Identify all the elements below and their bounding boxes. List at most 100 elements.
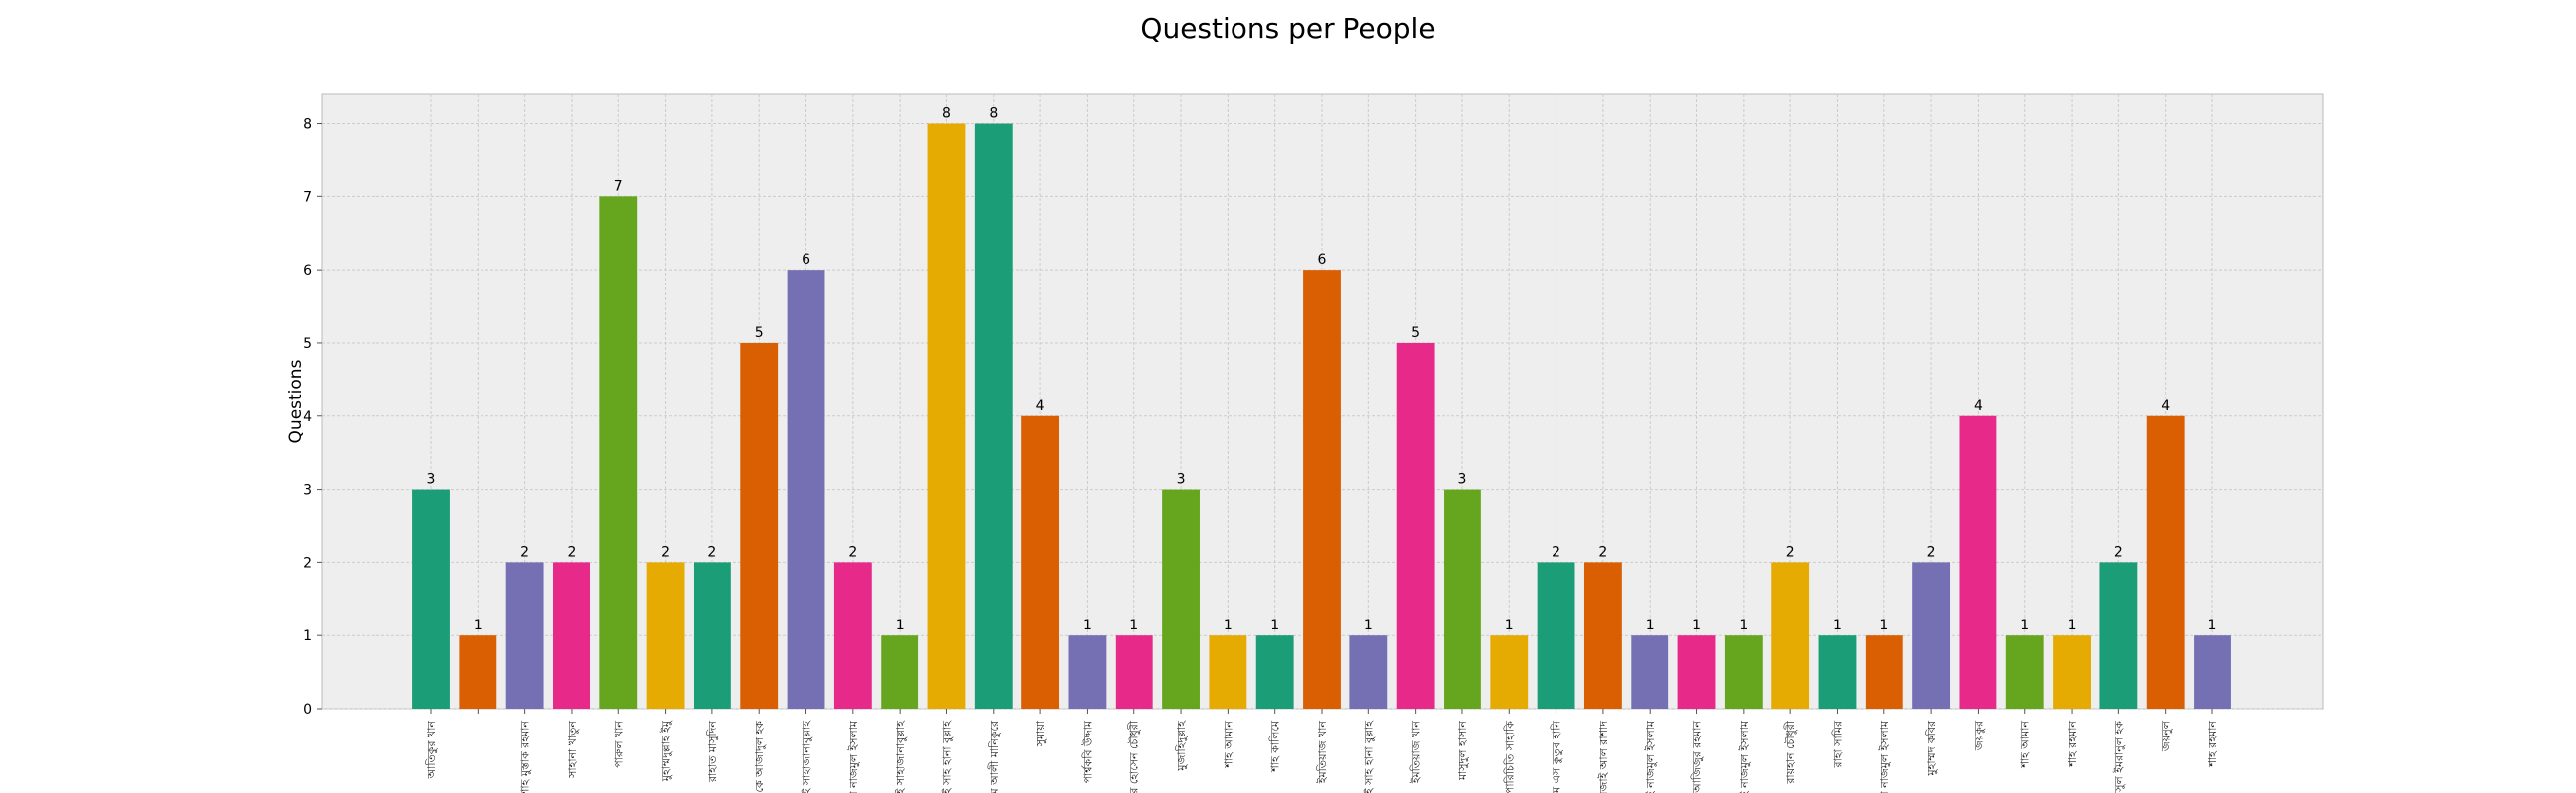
x-tick-label: পারুল খান: [612, 721, 625, 768]
bar: [1115, 635, 1153, 709]
x-tick-label: জয়নুল: [2160, 720, 2173, 752]
bar-value-label: 2: [1927, 544, 1936, 560]
x-tick-label: রাহা সামির: [1831, 720, 1844, 768]
x-tick-label: এম এস কুতুব হানি: [1551, 721, 1563, 793]
bar: [553, 562, 590, 709]
bar: [459, 635, 497, 709]
x-tick-label: মুহাম্মদুল্লাহ ইমু: [660, 720, 673, 782]
bar-value-label: 1: [1364, 618, 1373, 633]
bar-value-label: 7: [614, 178, 623, 194]
bar: [1583, 562, 1622, 709]
bar: [787, 270, 825, 709]
bar-value-label: 1: [1879, 618, 1888, 633]
bar: [2194, 635, 2231, 709]
bar: [881, 635, 919, 709]
bar: [646, 562, 685, 709]
bar-value-label: 2: [520, 544, 529, 560]
bar-value-label: 4: [1974, 398, 1983, 414]
x-tick-label: এ কে আজাদুল হক: [753, 721, 766, 793]
bar: [1677, 635, 1716, 709]
bar-value-label: 1: [1129, 618, 1138, 633]
x-tick-label: পারিচিতি সাহাকি: [1503, 721, 1516, 793]
x-tick-label: পার্শ্বকবি উদ্দাম: [1081, 720, 1094, 783]
x-tick-label: রায়হান চৌধুরী: [1784, 720, 1797, 785]
bar-value-label: 2: [1786, 544, 1795, 560]
bar-value-label: 1: [1739, 618, 1748, 633]
bar-value-label: 6: [802, 252, 810, 268]
bar-value-label: 1: [1505, 618, 1514, 633]
bar: [833, 562, 872, 709]
bar-value-label: 2: [2114, 544, 2123, 560]
x-tick-label: সাকী নাজমুল ইসলাম: [847, 720, 860, 793]
bar-value-label: 1: [2208, 618, 2217, 633]
bar-value-label: 8: [942, 106, 951, 122]
bar-value-label: 1: [1270, 618, 1279, 633]
bar-value-label: 2: [848, 544, 857, 560]
bar: [412, 489, 450, 709]
bar-value-label: 5: [1411, 325, 1420, 341]
x-tick-label: শাহ রহমান: [2206, 721, 2219, 768]
bar: [1209, 635, 1247, 709]
x-tick-label: শাহ আমান: [1222, 721, 1234, 769]
bar: [1396, 342, 1435, 709]
x-tick-label: আনিসুল ইমরানুল হক: [2112, 721, 2125, 793]
bar: [740, 342, 779, 709]
bar-value-label: 6: [1318, 252, 1327, 268]
x-tick-label: সুমায়া: [1034, 720, 1047, 747]
x-tick-label: সাহানা খাতুন: [566, 721, 579, 779]
bar: [1303, 270, 1341, 709]
bars: [412, 123, 2231, 710]
bar: [2005, 635, 2044, 709]
y-tick-label: 6: [303, 263, 312, 279]
y-tick-label: 4: [303, 409, 312, 425]
bar-value-label: 1: [1083, 618, 1092, 633]
x-tick-label: টাই সাহাজানাবুল্লাহ: [801, 720, 813, 793]
y-tick-label: 3: [303, 483, 312, 499]
bar: [1959, 415, 1997, 709]
bar: [927, 123, 966, 710]
bar: [1021, 415, 1060, 709]
bar-value-label: 1: [2068, 618, 2077, 633]
x-tick-label: টাই নাজমুল ইসলাম: [1738, 720, 1751, 793]
x-tick-label: শাহ কালিমে: [1269, 720, 1282, 773]
bar-value-label: 2: [707, 544, 716, 560]
bar: [1162, 489, 1200, 709]
x-tick-label: মুহাম্মদ কবির: [1925, 720, 1938, 776]
bar-value-label: 1: [1646, 618, 1655, 633]
x-tick-label: ইমতিয়াজ খান: [1410, 721, 1423, 785]
bar: [1771, 562, 1810, 709]
x-tick-label: টাই নাজমুল ইসলাম: [1644, 720, 1657, 793]
x-tick-label: রাহাত মাসুদিন: [706, 721, 719, 783]
bar-value-label: 3: [1457, 472, 1466, 488]
x-tick-label: টাই সাহ হানা বুল্লাহ: [940, 720, 953, 793]
bar: [1444, 489, 1481, 709]
bar-value-label: 1: [1224, 618, 1233, 633]
y-axis-label: Questions: [286, 359, 306, 443]
bar: [2053, 635, 2091, 709]
bar-value-label: 3: [1177, 472, 1186, 488]
bar: [974, 123, 1013, 710]
bar-value-label: 1: [1833, 618, 1842, 633]
bar: [505, 562, 544, 709]
bar: [2146, 415, 2185, 709]
bar: [1068, 635, 1107, 709]
x-tick-label: শাহ মুস্তাক রহমান: [519, 721, 532, 793]
bar-value-label: 3: [427, 472, 436, 488]
x-tick-label: মুজাহিদুল্লাহ: [1175, 720, 1188, 772]
bar: [1912, 562, 1951, 709]
bar: [1724, 635, 1763, 709]
bar-value-label: 4: [2161, 398, 2170, 414]
bar: [1255, 635, 1294, 709]
y-tick-label: 7: [303, 189, 312, 205]
bar: [1537, 562, 1575, 709]
x-tick-label: মাসুদুল হাসান: [1456, 721, 1469, 781]
x-tick-label: মুসুম আলী মানিকুরে: [988, 720, 1001, 793]
x-tick-label: সাকী নাজমুল ইসলাম: [1878, 720, 1891, 793]
bar-value-label: 2: [1552, 544, 1560, 560]
bar-value-label: 4: [1036, 398, 1045, 414]
x-tick-label: আজিজুর রহমান: [1691, 721, 1704, 793]
x-tick-label: রেজাই আল রাশাদ: [1597, 721, 1610, 793]
y-axis: 0 1 2 3 4 5 6 7 8: [303, 117, 322, 718]
